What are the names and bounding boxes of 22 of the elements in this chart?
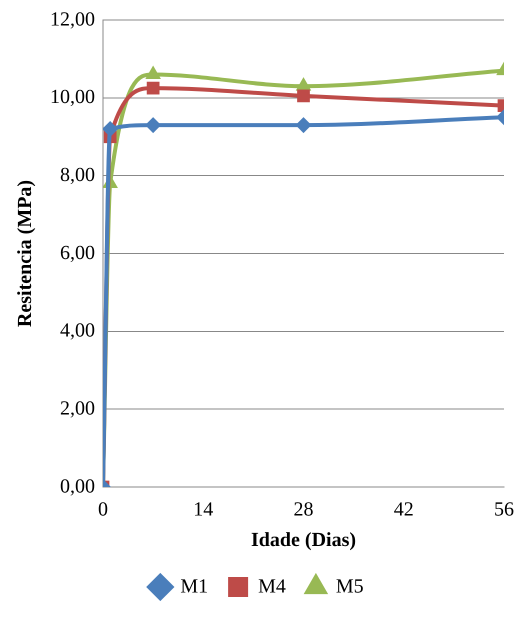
x-tick-label: 0 [98, 498, 108, 520]
y-axis-title: Resitencia (MPa) [14, 180, 36, 328]
legend-label: M1 [180, 575, 208, 598]
y-tick-label: 12,00 [50, 8, 95, 30]
y-tick-label: 4,00 [60, 320, 95, 342]
x-axis-title: Idade (Dias) [250, 529, 356, 552]
y-tick-label: 10,00 [50, 86, 95, 108]
y-tick-label: 2,00 [60, 397, 95, 420]
point [103, 120, 118, 137]
x-tick-label: 14 [193, 498, 214, 520]
point [297, 90, 310, 102]
point [296, 117, 312, 134]
x-tick-label: 28 [294, 498, 314, 520]
y-tick-label: 0,00 [60, 475, 95, 498]
x-tick-label: 56 [494, 498, 514, 520]
legend-label: M5 [336, 575, 364, 598]
x-tick-label: 42 [394, 498, 414, 520]
y-tick-label: 8,00 [60, 164, 95, 186]
point [146, 82, 160, 94]
legend-label: M4 [258, 575, 286, 598]
y-tick-label: 6,00 [60, 242, 95, 264]
point [145, 117, 162, 134]
